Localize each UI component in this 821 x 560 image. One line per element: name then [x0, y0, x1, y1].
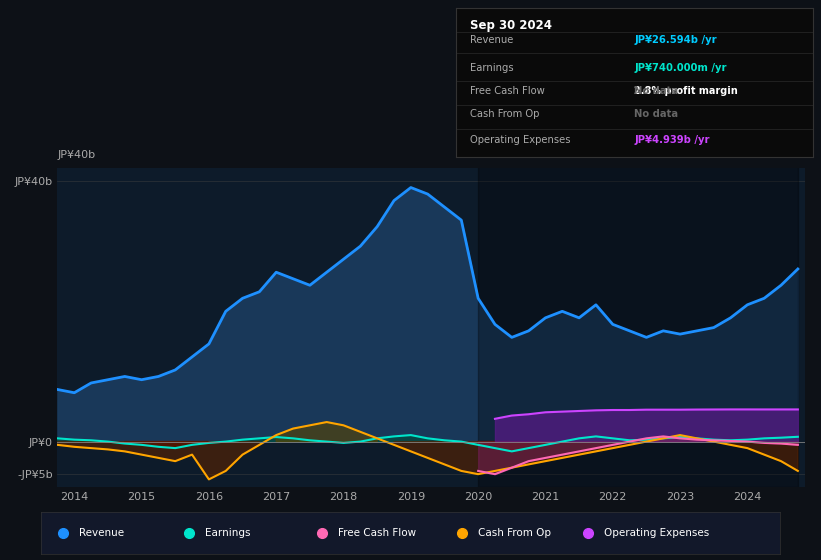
Text: Sep 30 2024: Sep 30 2024 [470, 19, 552, 32]
Text: JP¥40b: JP¥40b [57, 150, 95, 160]
Text: Cash From Op: Cash From Op [479, 529, 552, 538]
Text: Revenue: Revenue [470, 35, 513, 45]
Text: JP¥740.000m /yr: JP¥740.000m /yr [635, 63, 727, 73]
Text: Revenue: Revenue [80, 529, 125, 538]
Text: 2.8% profit margin: 2.8% profit margin [635, 86, 738, 96]
Text: JP¥26.594b /yr: JP¥26.594b /yr [635, 35, 717, 45]
Text: JP¥4.939b /yr: JP¥4.939b /yr [635, 134, 709, 144]
Text: Free Cash Flow: Free Cash Flow [470, 86, 544, 96]
Text: Earnings: Earnings [470, 63, 514, 73]
Text: No data: No data [635, 109, 678, 119]
Text: Operating Expenses: Operating Expenses [470, 134, 571, 144]
Text: Earnings: Earnings [205, 529, 250, 538]
Text: Free Cash Flow: Free Cash Flow [338, 529, 416, 538]
Text: Cash From Op: Cash From Op [470, 109, 539, 119]
Text: Operating Expenses: Operating Expenses [604, 529, 709, 538]
Text: No data: No data [635, 86, 678, 96]
